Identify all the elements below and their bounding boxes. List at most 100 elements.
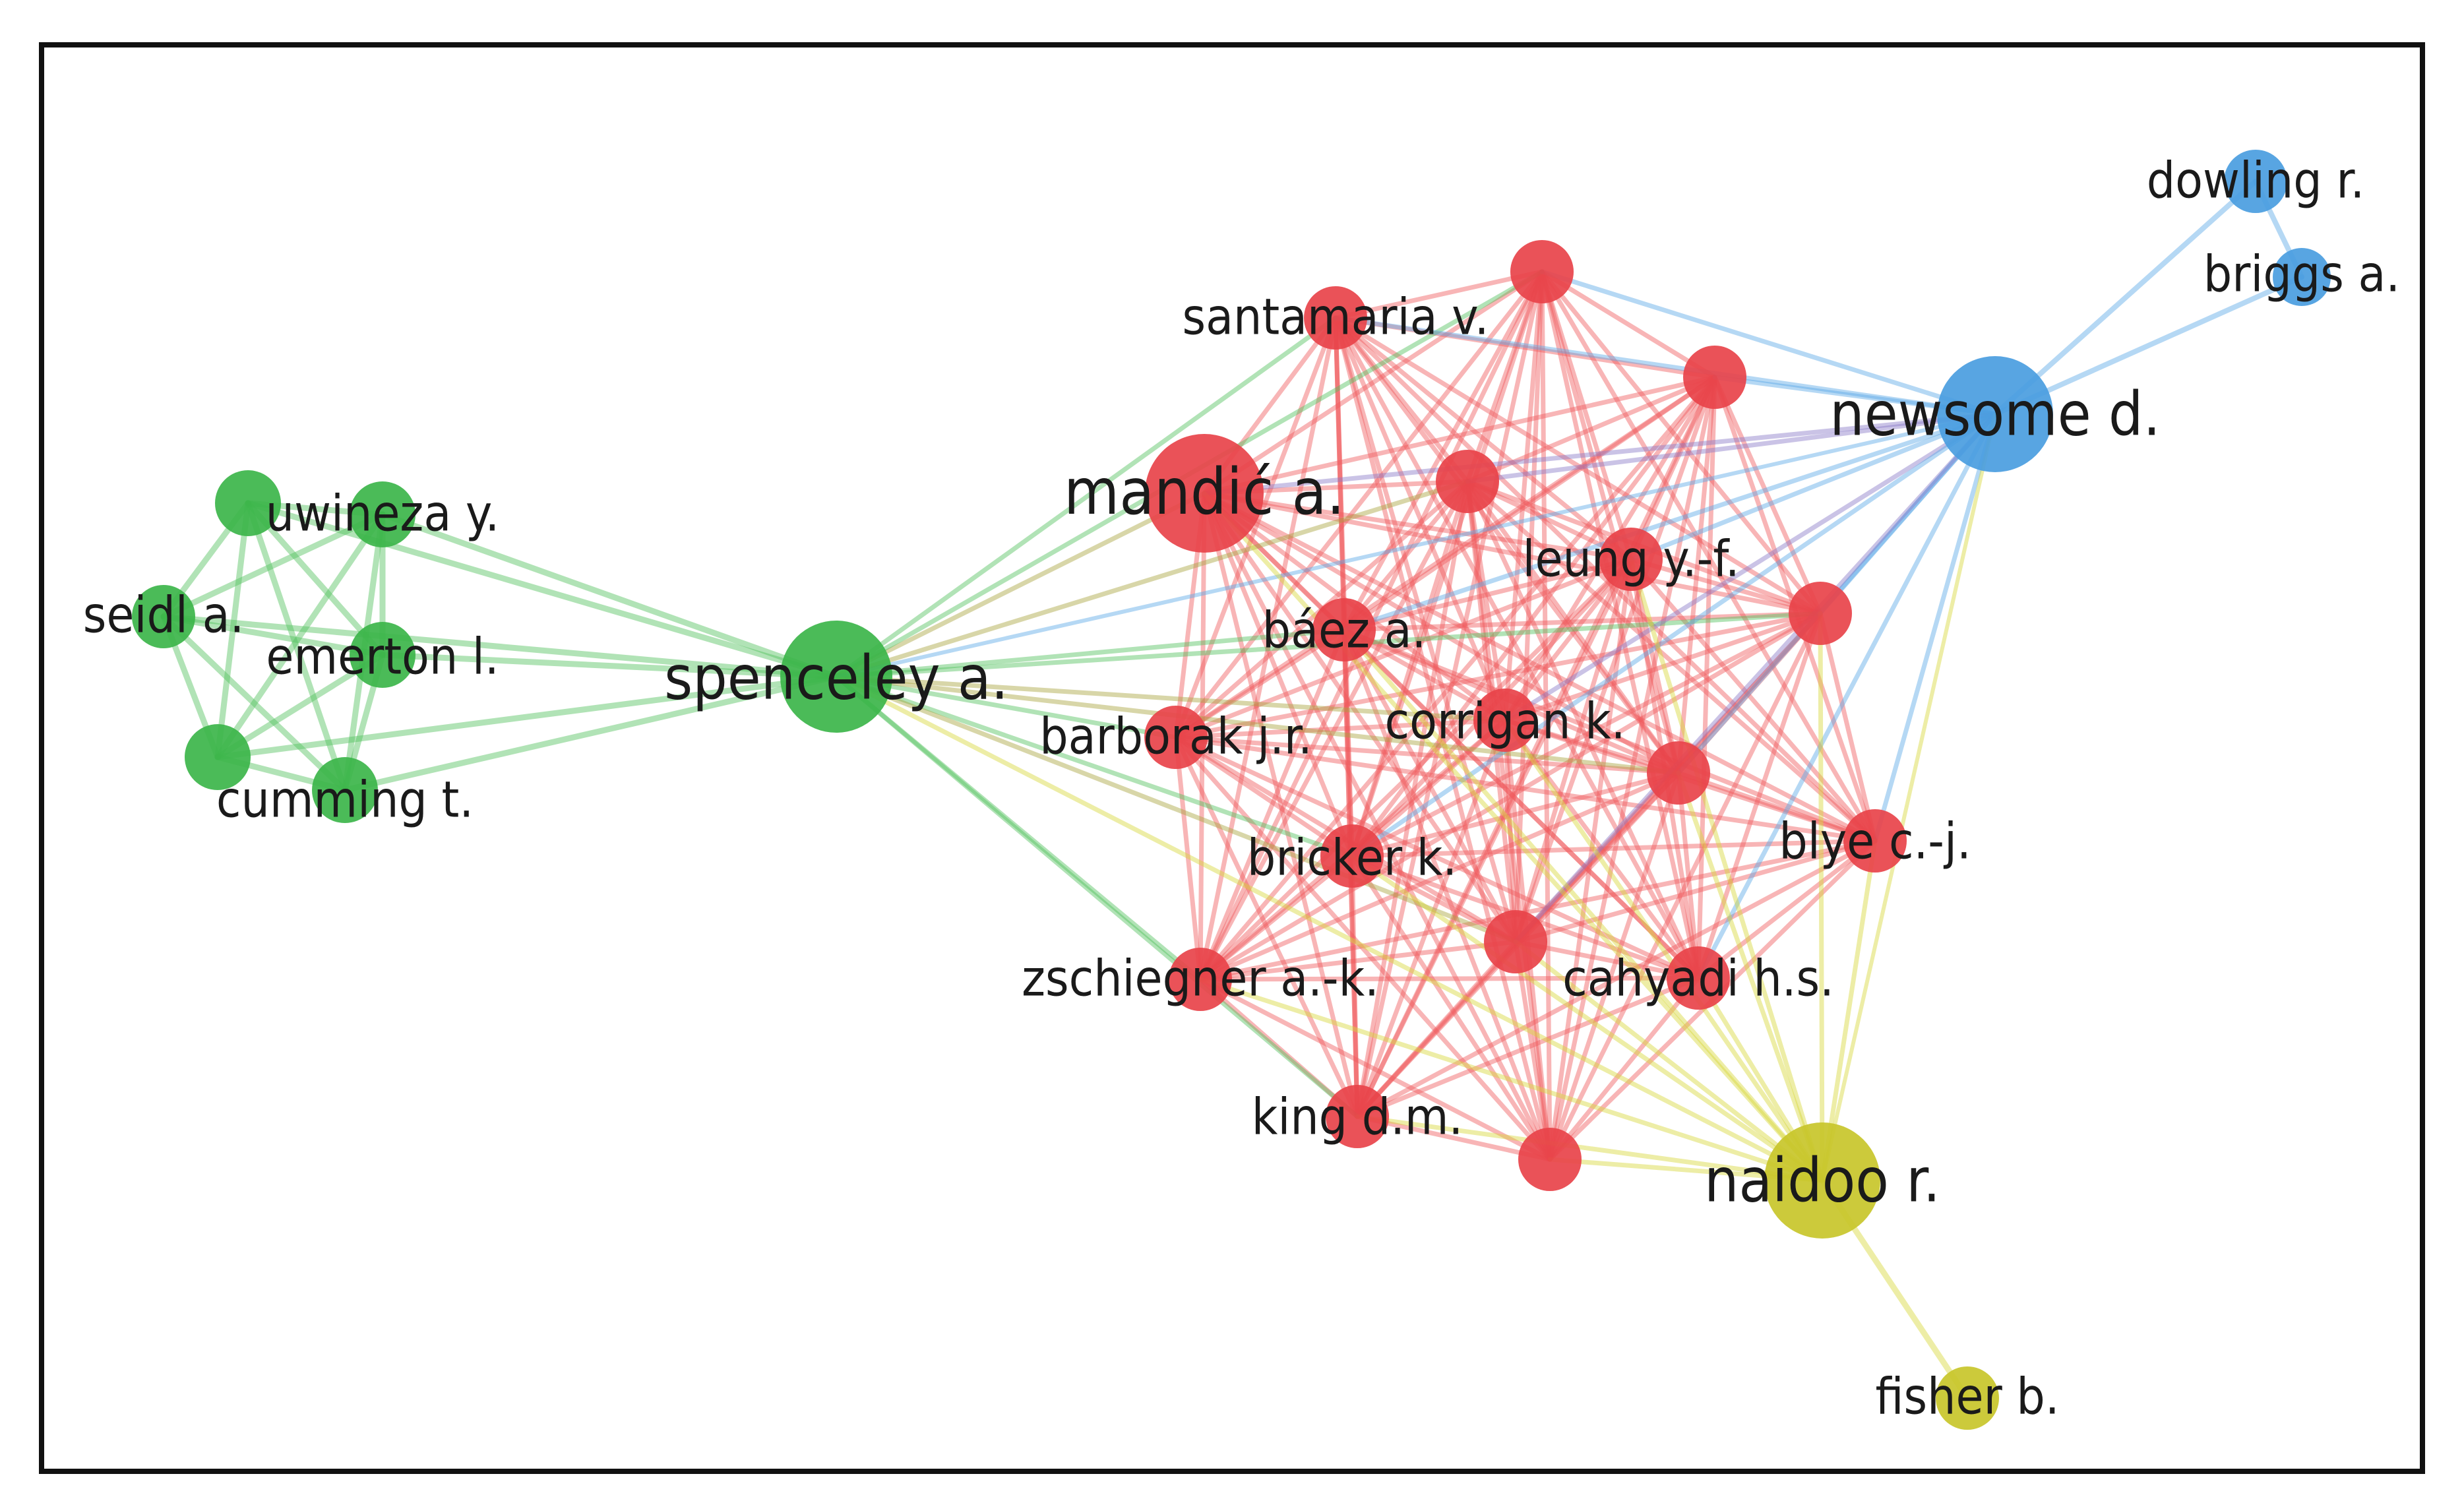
- node-leung: [1599, 528, 1663, 591]
- edge-g_top-g_bot: [214, 500, 251, 760]
- edge-mandic-cahyadi: [1202, 491, 1701, 981]
- edge-r_far-king: [1355, 611, 1823, 1119]
- edge-naidoo-corrigan: [1502, 718, 1825, 1183]
- node-mandic: [1145, 434, 1264, 553]
- edge-r_far-bricker: [1349, 611, 1823, 859]
- edge-newsome-dowling: [1992, 179, 2258, 417]
- node-r-center: [1647, 741, 1710, 805]
- edge-santamaria-bricker: [1333, 315, 1355, 859]
- label-newsome: newsome d.: [1830, 379, 2161, 450]
- edge-naidoo-baez: [1341, 627, 1825, 1183]
- label-seidl: seidl a.: [83, 586, 244, 644]
- edge-mandic-leung: [1202, 491, 1634, 562]
- edge-r_mid-r_center: [1465, 479, 1681, 776]
- edge-r_center-r_low: [1513, 770, 1681, 944]
- edge-seidl-emerton: [160, 613, 386, 658]
- edge-naidoo-r_low: [1513, 939, 1825, 1183]
- edge-santamaria-king: [1333, 315, 1360, 1119]
- edge-r_far-cahyadi: [1696, 611, 1823, 981]
- edge-r_right-r_mid: [1465, 375, 1717, 484]
- label-bricker: bricker k.: [1247, 828, 1457, 887]
- edge-leung-corrigan: [1502, 557, 1634, 723]
- edge-r_right-r_far: [1712, 375, 1823, 616]
- edge-r_top-leung: [1539, 269, 1634, 562]
- edge-r_top-r_bottom: [1539, 269, 1553, 1162]
- edge-zschiegner-r_bottom: [1198, 977, 1553, 1162]
- label-leung: leung y.-f.: [1522, 530, 1739, 588]
- edge-r_right-r_center: [1676, 375, 1717, 776]
- edge-spenceley-barborak: [834, 674, 1179, 740]
- edge-r_top-cahyadi: [1539, 269, 1701, 981]
- edge-santamaria-r_low: [1333, 315, 1518, 944]
- edge-mandic-bricker: [1202, 491, 1355, 859]
- edge-g_top-cumming: [245, 500, 348, 793]
- edge-r_far-corrigan: [1502, 611, 1823, 723]
- node-r-far: [1789, 582, 1852, 645]
- edge-santamaria-cahyadi: [1333, 315, 1701, 981]
- node-r-bottom: [1518, 1128, 1582, 1191]
- node-cumming: [312, 757, 378, 823]
- edge-leung-blye: [1628, 557, 1878, 843]
- edge-newsome-naidoo: [1820, 412, 1997, 1182]
- label-baez: báez a.: [1262, 601, 1427, 659]
- node-dowling: [2224, 150, 2287, 213]
- edge-leung-r_far: [1628, 557, 1823, 616]
- edge-leung-r_low: [1513, 557, 1634, 944]
- edge-r_center-r_bottom: [1547, 770, 1681, 1162]
- edge-r_far-barborak: [1173, 611, 1823, 740]
- edge-newsome-baez: [1341, 412, 1998, 632]
- edge-r_top-barborak: [1173, 269, 1545, 740]
- edge-spenceley-santamaria: [834, 315, 1338, 679]
- edge-newsome-r_top: [1539, 269, 1998, 417]
- edge-r_right-zschiegner: [1198, 375, 1717, 982]
- edge-layer: [160, 179, 2304, 1401]
- edge-r_far-baez: [1341, 611, 1823, 632]
- edge-r_far-r_center: [1676, 611, 1823, 776]
- label-mandic: mandić a.: [1064, 455, 1345, 529]
- edge-newsome-r_low: [1513, 412, 1998, 944]
- edge-corrigan-barborak: [1173, 718, 1508, 740]
- edge-king-r_bottom: [1355, 1114, 1553, 1162]
- edge-leung-barborak: [1173, 557, 1634, 740]
- edge-mandic-blye: [1202, 491, 1878, 843]
- edge-r_center-cahyadi: [1676, 770, 1701, 981]
- label-layer: uwineza y. seidl a. emerton l. cumming t. sp…: [83, 151, 2400, 1426]
- edge-santamaria-r_mid: [1333, 315, 1470, 484]
- edge-baez-cahyadi: [1341, 627, 1701, 981]
- edge-santamaria-zschiegner: [1198, 315, 1338, 982]
- edge-barborak-r_center: [1173, 735, 1681, 776]
- edge-mandic-r_bottom: [1202, 491, 1553, 1162]
- edge-leung-r_center: [1628, 557, 1681, 776]
- edge-baez-blye: [1341, 627, 1878, 843]
- label-briggs: briggs a.: [2203, 245, 2400, 303]
- edge-r_top-r_far: [1539, 269, 1823, 616]
- edge-bricker-king: [1349, 853, 1360, 1119]
- node-fisher: [1936, 1366, 1999, 1430]
- edge-corrigan-king: [1355, 718, 1508, 1119]
- edge-mandic-r_low: [1202, 491, 1518, 944]
- edge-naidoo-mandic: [1202, 491, 1825, 1183]
- edge-cahyadi-r_bottom: [1547, 975, 1701, 1162]
- node-emerton: [350, 622, 416, 688]
- edge-blye-r_low: [1513, 838, 1878, 944]
- node-briggs: [2273, 248, 2331, 306]
- edge-spenceley-newsome: [834, 412, 1997, 679]
- label-king: king d.m.: [1252, 1087, 1463, 1146]
- node-layer: [132, 150, 2331, 1430]
- node-seidl: [132, 585, 195, 648]
- edge-zschiegner-cahyadi: [1198, 975, 1701, 982]
- edge-santamaria-baez: [1333, 315, 1347, 632]
- edge-blye-king: [1355, 838, 1878, 1119]
- node-corrigan: [1473, 689, 1537, 752]
- edge-mandic-king: [1202, 491, 1360, 1119]
- label-dowling: dowling r.: [2147, 151, 2364, 210]
- edge-r_right-baez: [1341, 375, 1717, 632]
- diagram-frame: [39, 42, 2425, 1474]
- edge-mandic-r_far: [1202, 491, 1823, 616]
- edge-g_top-emerton: [245, 500, 386, 658]
- edge-spenceley-corrigan: [834, 674, 1508, 723]
- edge-r_top-r_center: [1539, 269, 1681, 776]
- edge-r_mid-bricker: [1349, 479, 1470, 859]
- edge-corrigan-cahyadi: [1502, 718, 1701, 981]
